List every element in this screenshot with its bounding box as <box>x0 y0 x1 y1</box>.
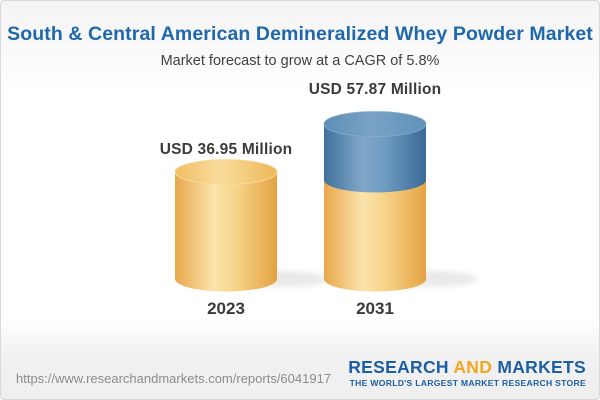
bar-segment-yellow <box>324 180 426 292</box>
cylinder-bar-2031 <box>323 111 427 292</box>
cylinder-chart-canvas <box>174 111 477 292</box>
logo-word-and: AND <box>453 356 493 377</box>
bar-top-surface <box>323 111 427 137</box>
value-label-2031: USD 57.87 Million <box>308 81 442 98</box>
category-label-2023: 2023 <box>207 299 245 318</box>
logo-wordmark: RESEARCH AND MARKETS <box>348 356 586 377</box>
page-subtitle: Market forecast to grow at a CAGR of 5.8… <box>160 53 440 69</box>
chart-header: South & Central American Demineralized W… <box>1 1 599 69</box>
research-and-markets-logo: RESEARCH AND MARKETS THE WORLD'S LARGEST… <box>348 356 586 389</box>
cylinder-bar-2023 <box>174 159 278 292</box>
bar-top-surface <box>174 159 278 185</box>
bar-segment-yellow <box>175 172 277 292</box>
bar-chart: USD 36.95 Million USD 57.87 Million 2023… <box>1 72 599 331</box>
bar-segment-blue <box>324 124 426 193</box>
footer-bar: https://www.researchandmarkets.com/repor… <box>1 346 599 399</box>
category-label-2031: 2031 <box>356 299 394 318</box>
page-title: South & Central American Demineralized W… <box>7 23 593 45</box>
logo-tagline: THE WORLD'S LARGEST MARKET RESEARCH STOR… <box>349 378 586 389</box>
report-url-link[interactable]: https://www.researchandmarkets.com/repor… <box>16 371 332 386</box>
logo-word-markets: MARKETS <box>497 356 586 377</box>
logo-word-research: RESEARCH <box>348 356 449 377</box>
value-label-2023: USD 36.95 Million <box>159 141 293 158</box>
